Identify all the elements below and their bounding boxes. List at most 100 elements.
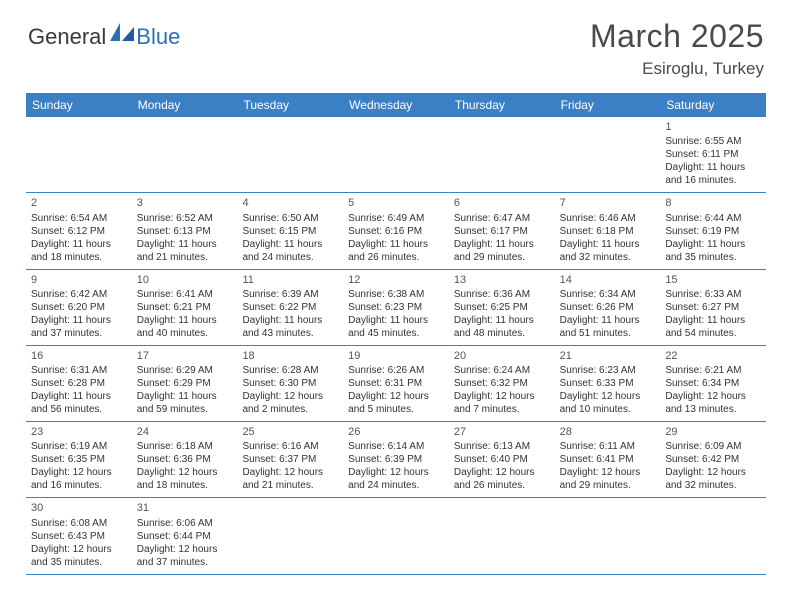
sunset-text: Sunset: 6:20 PM: [31, 301, 127, 314]
daylight-text: Daylight: 11 hours: [348, 314, 444, 327]
day-number: 11: [242, 273, 338, 287]
sunset-text: Sunset: 6:44 PM: [137, 530, 233, 543]
day-number: 10: [137, 273, 233, 287]
daylight-text: and 21 minutes.: [242, 479, 338, 492]
day-cell: 30Sunrise: 6:08 AMSunset: 6:43 PMDayligh…: [26, 498, 132, 573]
day-number: 22: [665, 349, 761, 363]
daylight-text: Daylight: 12 hours: [665, 390, 761, 403]
daylight-text: and 56 minutes.: [31, 403, 127, 416]
calendar-header-row: SundayMondayTuesdayWednesdayThursdayFrid…: [26, 93, 766, 117]
day-cell: 25Sunrise: 6:16 AMSunset: 6:37 PMDayligh…: [237, 422, 343, 497]
daylight-text: Daylight: 11 hours: [242, 238, 338, 251]
day-number: 27: [454, 425, 550, 439]
daylight-text: Daylight: 12 hours: [560, 390, 656, 403]
sunset-text: Sunset: 6:23 PM: [348, 301, 444, 314]
daylight-text: Daylight: 11 hours: [665, 238, 761, 251]
day-header: Friday: [555, 93, 661, 117]
sunrise-text: Sunrise: 6:54 AM: [31, 212, 127, 225]
daylight-text: Daylight: 11 hours: [348, 238, 444, 251]
day-number: 23: [31, 425, 127, 439]
week-row: 1Sunrise: 6:55 AMSunset: 6:11 PMDaylight…: [26, 117, 766, 193]
sunrise-text: Sunrise: 6:18 AM: [137, 440, 233, 453]
daylight-text: and 29 minutes.: [560, 479, 656, 492]
empty-cell: [132, 117, 238, 192]
sunrise-text: Sunrise: 6:11 AM: [560, 440, 656, 453]
daylight-text: Daylight: 11 hours: [137, 390, 233, 403]
sunset-text: Sunset: 6:16 PM: [348, 225, 444, 238]
day-number: 31: [137, 501, 233, 515]
sunrise-text: Sunrise: 6:50 AM: [242, 212, 338, 225]
daylight-text: Daylight: 12 hours: [31, 466, 127, 479]
day-number: 24: [137, 425, 233, 439]
day-header: Monday: [132, 93, 238, 117]
daylight-text: and 5 minutes.: [348, 403, 444, 416]
daylight-text: Daylight: 11 hours: [31, 238, 127, 251]
daylight-text: Daylight: 12 hours: [242, 466, 338, 479]
sunset-text: Sunset: 6:35 PM: [31, 453, 127, 466]
daylight-text: and 35 minutes.: [31, 556, 127, 569]
daylight-text: Daylight: 12 hours: [137, 543, 233, 556]
title-block: March 2025 Esiroglu, Turkey: [590, 18, 764, 79]
sunrise-text: Sunrise: 6:36 AM: [454, 288, 550, 301]
day-header: Wednesday: [343, 93, 449, 117]
daylight-text: and 21 minutes.: [137, 251, 233, 264]
day-header: Sunday: [26, 93, 132, 117]
empty-cell: [343, 498, 449, 573]
day-number: 4: [242, 196, 338, 210]
empty-cell: [237, 498, 343, 573]
daylight-text: and 48 minutes.: [454, 327, 550, 340]
sunrise-text: Sunrise: 6:34 AM: [560, 288, 656, 301]
daylight-text: Daylight: 11 hours: [560, 314, 656, 327]
daylight-text: and 32 minutes.: [665, 479, 761, 492]
day-cell: 7Sunrise: 6:46 AMSunset: 6:18 PMDaylight…: [555, 193, 661, 268]
daylight-text: Daylight: 12 hours: [348, 390, 444, 403]
sunrise-text: Sunrise: 6:23 AM: [560, 364, 656, 377]
sunrise-text: Sunrise: 6:29 AM: [137, 364, 233, 377]
day-number: 2: [31, 196, 127, 210]
day-cell: 13Sunrise: 6:36 AMSunset: 6:25 PMDayligh…: [449, 270, 555, 345]
daylight-text: and 2 minutes.: [242, 403, 338, 416]
sunrise-text: Sunrise: 6:38 AM: [348, 288, 444, 301]
daylight-text: and 26 minutes.: [348, 251, 444, 264]
empty-cell: [449, 117, 555, 192]
day-number: 14: [560, 273, 656, 287]
day-number: 12: [348, 273, 444, 287]
sunrise-text: Sunrise: 6:13 AM: [454, 440, 550, 453]
day-number: 17: [137, 349, 233, 363]
day-cell: 4Sunrise: 6:50 AMSunset: 6:15 PMDaylight…: [237, 193, 343, 268]
week-row: 2Sunrise: 6:54 AMSunset: 6:12 PMDaylight…: [26, 193, 766, 269]
sunset-text: Sunset: 6:12 PM: [31, 225, 127, 238]
sunset-text: Sunset: 6:43 PM: [31, 530, 127, 543]
calendar-body: 1Sunrise: 6:55 AMSunset: 6:11 PMDaylight…: [26, 117, 766, 575]
empty-cell: [660, 498, 766, 573]
sunset-text: Sunset: 6:11 PM: [665, 148, 761, 161]
daylight-text: and 18 minutes.: [137, 479, 233, 492]
sunrise-text: Sunrise: 6:26 AM: [348, 364, 444, 377]
sunset-text: Sunset: 6:18 PM: [560, 225, 656, 238]
sunrise-text: Sunrise: 6:33 AM: [665, 288, 761, 301]
day-number: 19: [348, 349, 444, 363]
sunset-text: Sunset: 6:36 PM: [137, 453, 233, 466]
empty-cell: [555, 117, 661, 192]
sunrise-text: Sunrise: 6:31 AM: [31, 364, 127, 377]
day-number: 30: [31, 501, 127, 515]
sunrise-text: Sunrise: 6:55 AM: [665, 135, 761, 148]
sunrise-text: Sunrise: 6:08 AM: [31, 517, 127, 530]
daylight-text: Daylight: 12 hours: [560, 466, 656, 479]
sunrise-text: Sunrise: 6:46 AM: [560, 212, 656, 225]
day-number: 3: [137, 196, 233, 210]
daylight-text: Daylight: 12 hours: [665, 466, 761, 479]
day-cell: 19Sunrise: 6:26 AMSunset: 6:31 PMDayligh…: [343, 346, 449, 421]
sunset-text: Sunset: 6:33 PM: [560, 377, 656, 390]
sunset-text: Sunset: 6:27 PM: [665, 301, 761, 314]
daylight-text: and 54 minutes.: [665, 327, 761, 340]
daylight-text: Daylight: 11 hours: [560, 238, 656, 251]
empty-cell: [555, 498, 661, 573]
daylight-text: Daylight: 12 hours: [454, 390, 550, 403]
daylight-text: and 43 minutes.: [242, 327, 338, 340]
day-number: 6: [454, 196, 550, 210]
empty-cell: [343, 117, 449, 192]
daylight-text: Daylight: 11 hours: [31, 314, 127, 327]
month-title: March 2025: [590, 18, 764, 55]
daylight-text: Daylight: 11 hours: [665, 161, 761, 174]
